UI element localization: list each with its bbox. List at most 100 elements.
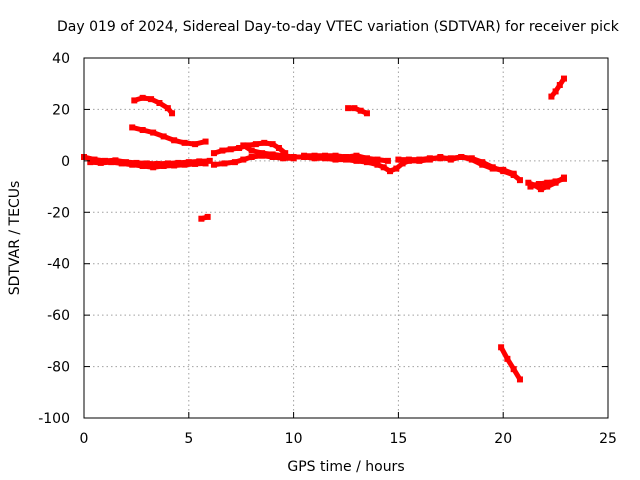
data-point [374,156,381,163]
data-point [357,107,364,114]
data-point [210,161,217,168]
data-point [219,147,226,154]
data-point [227,146,234,153]
data-point [156,100,163,106]
data-point [416,156,423,163]
data-point [248,147,255,154]
x-tick-label: 0 [80,431,89,447]
grid-lines [84,58,608,418]
data-point [87,159,94,166]
data-point [210,150,217,157]
data-point [275,145,282,151]
data-point [332,156,339,163]
data-track-7 [213,140,287,156]
data-point [206,157,213,164]
data-point [290,154,297,160]
data-point [353,157,360,164]
data-point [97,159,104,166]
data-point [363,110,370,117]
x-tick-label: 15 [389,431,407,447]
data-track-12 [498,346,523,381]
x-tick-label: 10 [285,431,303,447]
data-point [332,152,339,159]
data-point [353,152,360,159]
data-point [231,159,238,166]
data-point [363,159,370,166]
data-point [510,170,517,177]
data-point [527,183,534,190]
data-point [240,156,247,163]
y-tick-label: -60 [47,308,70,324]
data-point [468,156,475,163]
data-point [129,124,136,131]
data-point [204,213,211,220]
data-point [437,155,444,162]
y-tick-label: 20 [52,102,70,118]
data-point [552,88,559,95]
data-point [560,175,567,182]
data-point [311,152,318,159]
data-point [447,155,454,162]
data-series [81,75,567,383]
y-tick-label: -100 [38,411,70,427]
x-tick-label: 20 [494,431,512,447]
y-tick-label: 40 [52,51,70,67]
y-tick-label: -80 [47,360,70,376]
y-tick-label: -40 [47,257,70,273]
data-point [139,127,146,133]
data-point [560,75,567,82]
data-point [489,165,496,172]
data-point [192,141,199,148]
x-tick-label: 25 [599,431,617,447]
plot-frame [83,57,609,419]
data-point [374,161,381,168]
data-point [240,142,247,149]
data-point [129,161,136,168]
data-point [154,160,161,167]
data-point [544,183,551,190]
data-point [236,145,243,151]
data-point [510,366,517,373]
data-point [181,139,188,146]
data-point [322,152,329,159]
data-point [118,160,125,167]
data-point [544,179,551,186]
data-point [148,96,155,103]
x-axis-label: GPS time / hours [287,459,404,475]
data-point [160,163,167,169]
data-point [139,94,146,101]
y-axis-label: SDTVAR / TECUs [7,181,23,296]
data-point [395,156,402,163]
y-tick-label: -20 [47,205,70,221]
axis-ticks: 0 5 10 15 20 25 -100 -80 -60 -40 -20 0 20 40 [38,51,617,447]
data-point [525,179,532,186]
data-point [269,141,276,148]
data-track-10 [348,105,368,116]
data-point [399,160,406,167]
data-point [458,154,465,160]
data-point [384,157,391,164]
data-point [202,138,209,145]
data-point [363,155,370,162]
data-point [552,178,559,185]
data-point [498,344,505,351]
data-point [393,165,400,172]
data-point [160,133,167,140]
x-tick-label: 5 [184,431,193,447]
data-point [500,166,507,173]
data-point [269,151,276,158]
data-point [198,215,205,222]
data-point [351,105,358,112]
data-point [143,160,150,167]
data-point [108,159,115,166]
data-point [380,164,387,171]
data-point [301,152,308,159]
data-point [548,93,555,100]
data-point [171,137,178,144]
data-point [192,160,199,167]
data-point [139,163,146,169]
data-point [280,152,287,159]
data-point [259,150,266,157]
data-point [426,155,433,162]
